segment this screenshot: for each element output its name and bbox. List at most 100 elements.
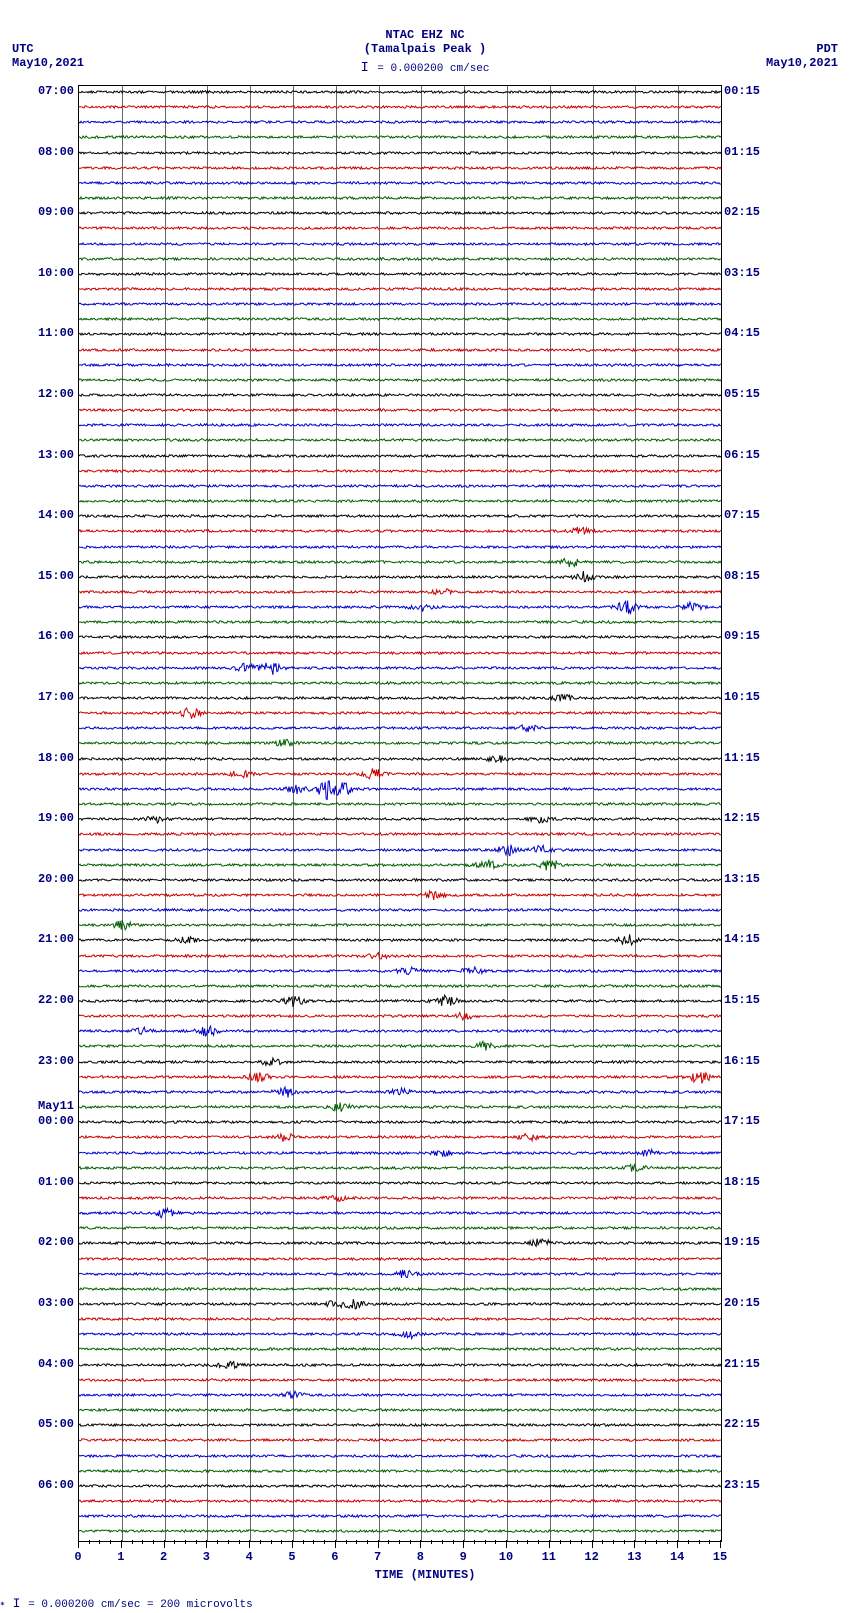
x-tick-minor [260,1540,261,1544]
pdt-hour-label: 23:15 [724,1478,760,1492]
seismic-trace [79,183,721,184]
x-tick-label: 8 [417,1550,424,1564]
x-tick-minor [453,1540,454,1544]
x-tick-minor [281,1540,282,1544]
x-tick-minor [185,1540,186,1544]
x-tick-minor [99,1540,100,1544]
seismic-trace [79,425,721,426]
x-tick-minor [324,1540,325,1544]
seismic-trace [79,304,721,305]
seismic-trace [79,1213,721,1214]
pdt-hour-label: 06:15 [724,448,760,462]
tz-left-label: UTC [12,42,34,56]
pdt-hour-label: 13:15 [724,872,760,886]
x-tick-label: 1 [117,1550,124,1564]
seismic-trace [79,880,721,881]
utc-hour-label: 14:00 [38,508,74,522]
x-tick-label: 4 [246,1550,253,1564]
pdt-hour-label: 15:15 [724,993,760,1007]
station-subtitle: (Tamalpais Peak ) [0,42,850,56]
pdt-hour-label: 03:15 [724,266,760,280]
x-tick-major [592,1540,593,1548]
utc-hour-label: 16:00 [38,629,74,643]
seismic-trace [79,1198,721,1199]
x-tick-minor [217,1540,218,1544]
utc-hour-label: 20:00 [38,872,74,886]
seismic-trace [79,1137,721,1138]
seismic-trace [79,1122,721,1123]
seismic-trace [79,319,721,320]
seismic-trace [79,774,721,775]
seismic-trace [79,1440,721,1441]
seismic-trace [79,1304,721,1305]
utc-hour-label: 23:00 [38,1054,74,1068]
utc-hour-label: 07:00 [38,84,74,98]
x-tick-label: 7 [374,1550,381,1564]
seismic-trace [79,1228,721,1229]
seismic-trace [79,1289,721,1290]
seismic-trace [79,1001,721,1002]
utc-hour-label: 04:00 [38,1357,74,1371]
seismic-trace [79,213,721,214]
seismic-trace [79,410,721,411]
pdt-hour-label: 01:15 [724,145,760,159]
x-tick-minor [667,1540,668,1544]
seismic-trace [79,789,721,790]
seismic-trace [79,1425,721,1426]
seismic-trace [79,1516,721,1517]
seismic-trace [79,471,721,472]
footer-scale: ✶ I = 0.000200 cm/sec = 200 microvolts [0,1596,253,1611]
seismic-trace [79,728,721,729]
x-tick-minor [581,1540,582,1544]
pdt-hour-label: 12:15 [724,811,760,825]
x-tick-minor [431,1540,432,1544]
utc-hour-label: 17:00 [38,690,74,704]
seismic-trace [79,1486,721,1487]
x-tick-minor [517,1540,518,1544]
pdt-hour-label: 20:15 [724,1296,760,1310]
x-tick-label: 13 [627,1550,641,1564]
x-tick-minor [624,1540,625,1544]
seismic-trace [79,698,721,699]
seismic-trace [79,683,721,684]
x-tick-major [292,1540,293,1548]
pdt-hour-label: 07:15 [724,508,760,522]
seismic-trace [79,1395,721,1396]
x-tick-minor [560,1540,561,1544]
date-left-label: May10,2021 [12,56,84,70]
seismogram-container: NTAC EHZ NC (Tamalpais Peak ) I = 0.0002… [0,0,850,1613]
seismic-trace [79,819,721,820]
utc-hour-label: 02:00 [38,1235,74,1249]
pdt-hour-label: 10:15 [724,690,760,704]
x-tick-label: 5 [288,1550,295,1564]
seismic-trace [79,1365,721,1366]
seismic-trace [79,1168,721,1169]
seismic-trace [79,865,721,866]
seismic-trace [79,456,721,457]
seismic-trace [79,1531,721,1532]
seismic-trace [79,395,721,396]
seismic-trace [79,1062,721,1063]
x-tick-minor [346,1540,347,1544]
seismic-trace [79,653,721,654]
utc-date-mid-label: May11 [38,1099,74,1113]
seismic-trace [79,1274,721,1275]
pdt-hour-label: 02:15 [724,205,760,219]
pdt-hour-label: 00:15 [724,84,760,98]
x-tick-major [249,1540,250,1548]
x-tick-minor [570,1540,571,1544]
seismic-trace [79,956,721,957]
utc-hour-label: 15:00 [38,569,74,583]
x-tick-major [164,1540,165,1548]
seismic-trace [79,562,721,563]
x-tick-minor [527,1540,528,1544]
tz-right-label: PDT [816,42,838,56]
utc-hour-label: 18:00 [38,751,74,765]
seismic-trace [79,577,721,578]
pdt-hour-label: 04:15 [724,326,760,340]
x-tick-minor [132,1540,133,1544]
x-tick-label: 12 [584,1550,598,1564]
x-tick-label: 9 [460,1550,467,1564]
seismic-trace [79,350,721,351]
pdt-hour-label: 18:15 [724,1175,760,1189]
